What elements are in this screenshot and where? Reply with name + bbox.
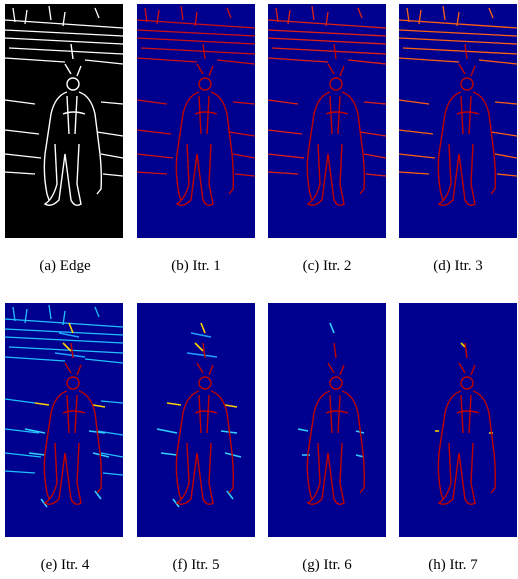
edge-image xyxy=(5,4,123,238)
caption: (f) Itr. 5 xyxy=(131,557,261,574)
caption: (b) Itr. 1 xyxy=(131,258,261,275)
iteration-image xyxy=(137,303,255,537)
figure: (a) Edge (b) Itr. 1 (c) Itr. 2 (d) Itr. … xyxy=(0,0,518,579)
iteration-image xyxy=(5,303,123,537)
iteration-image xyxy=(137,4,255,238)
caption: (a) Edge xyxy=(0,258,130,275)
iteration-image xyxy=(399,4,517,238)
caption: (e) Itr. 4 xyxy=(0,557,130,574)
caption: (c) Itr. 2 xyxy=(262,258,392,275)
iteration-image xyxy=(268,4,386,238)
iteration-image xyxy=(399,303,517,537)
caption: (h) Itr. 7 xyxy=(388,557,518,574)
caption: (g) Itr. 6 xyxy=(262,557,392,574)
caption: (d) Itr. 3 xyxy=(393,258,518,275)
iteration-image xyxy=(268,303,386,537)
